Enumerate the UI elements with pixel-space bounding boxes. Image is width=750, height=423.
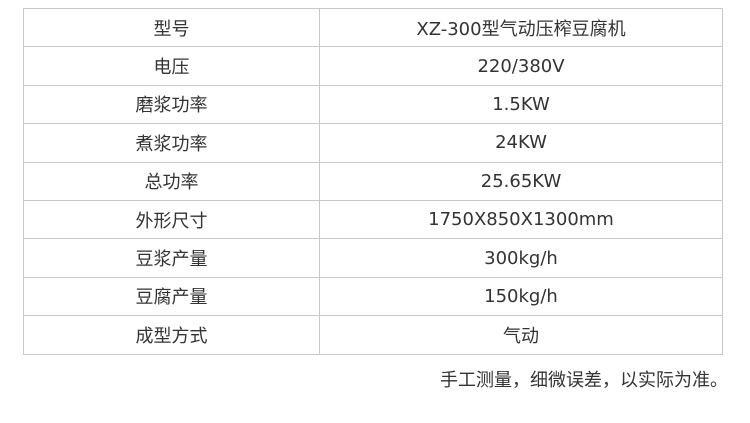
table-row: 磨浆功率 1.5KW (23, 84, 723, 125)
spec-label: 电压 (23, 46, 320, 86)
spec-value: 220/380V (319, 46, 723, 86)
spec-value: 300kg/h (319, 238, 723, 278)
spec-label: 总功率 (23, 161, 320, 201)
measurement-note: 手工测量，细微误差，以实际为准。 (440, 370, 728, 391)
spec-label: 外形尺寸 (23, 199, 320, 240)
spec-table: 型号 XZ-300型气动压榨豆腐机 电压 220/380V 磨浆功率 1.5KW 煮浆功率 2… (23, 7, 723, 355)
spec-value: 1750X850X1300mm (319, 199, 723, 240)
spec-value: XZ-300型气动压榨豆腐机 (319, 7, 723, 48)
spec-label: 成型方式 (23, 315, 320, 355)
table-row: 豆腐产量 150kg/h (23, 276, 723, 317)
spec-value: 气动 (319, 315, 723, 355)
spec-value: 1.5KW (319, 84, 723, 125)
spec-label: 豆腐产量 (23, 276, 320, 317)
spec-value: 150kg/h (319, 276, 723, 317)
table-row: 型号 XZ-300型气动压榨豆腐机 (23, 7, 723, 48)
table-row: 电压 220/380V (23, 46, 723, 86)
spec-label: 磨浆功率 (23, 84, 320, 125)
table-row: 成型方式 气动 (23, 315, 723, 355)
spec-label: 型号 (23, 7, 320, 48)
table-row: 豆浆产量 300kg/h (23, 238, 723, 278)
spec-label: 煮浆功率 (23, 123, 320, 163)
spec-value: 25.65KW (319, 161, 723, 201)
spec-label: 豆浆产量 (23, 238, 320, 278)
table-row: 外形尺寸 1750X850X1300mm (23, 199, 723, 240)
table-row: 总功率 25.65KW (23, 161, 723, 201)
spec-value: 24KW (319, 123, 723, 163)
table-row: 煮浆功率 24KW (23, 123, 723, 163)
